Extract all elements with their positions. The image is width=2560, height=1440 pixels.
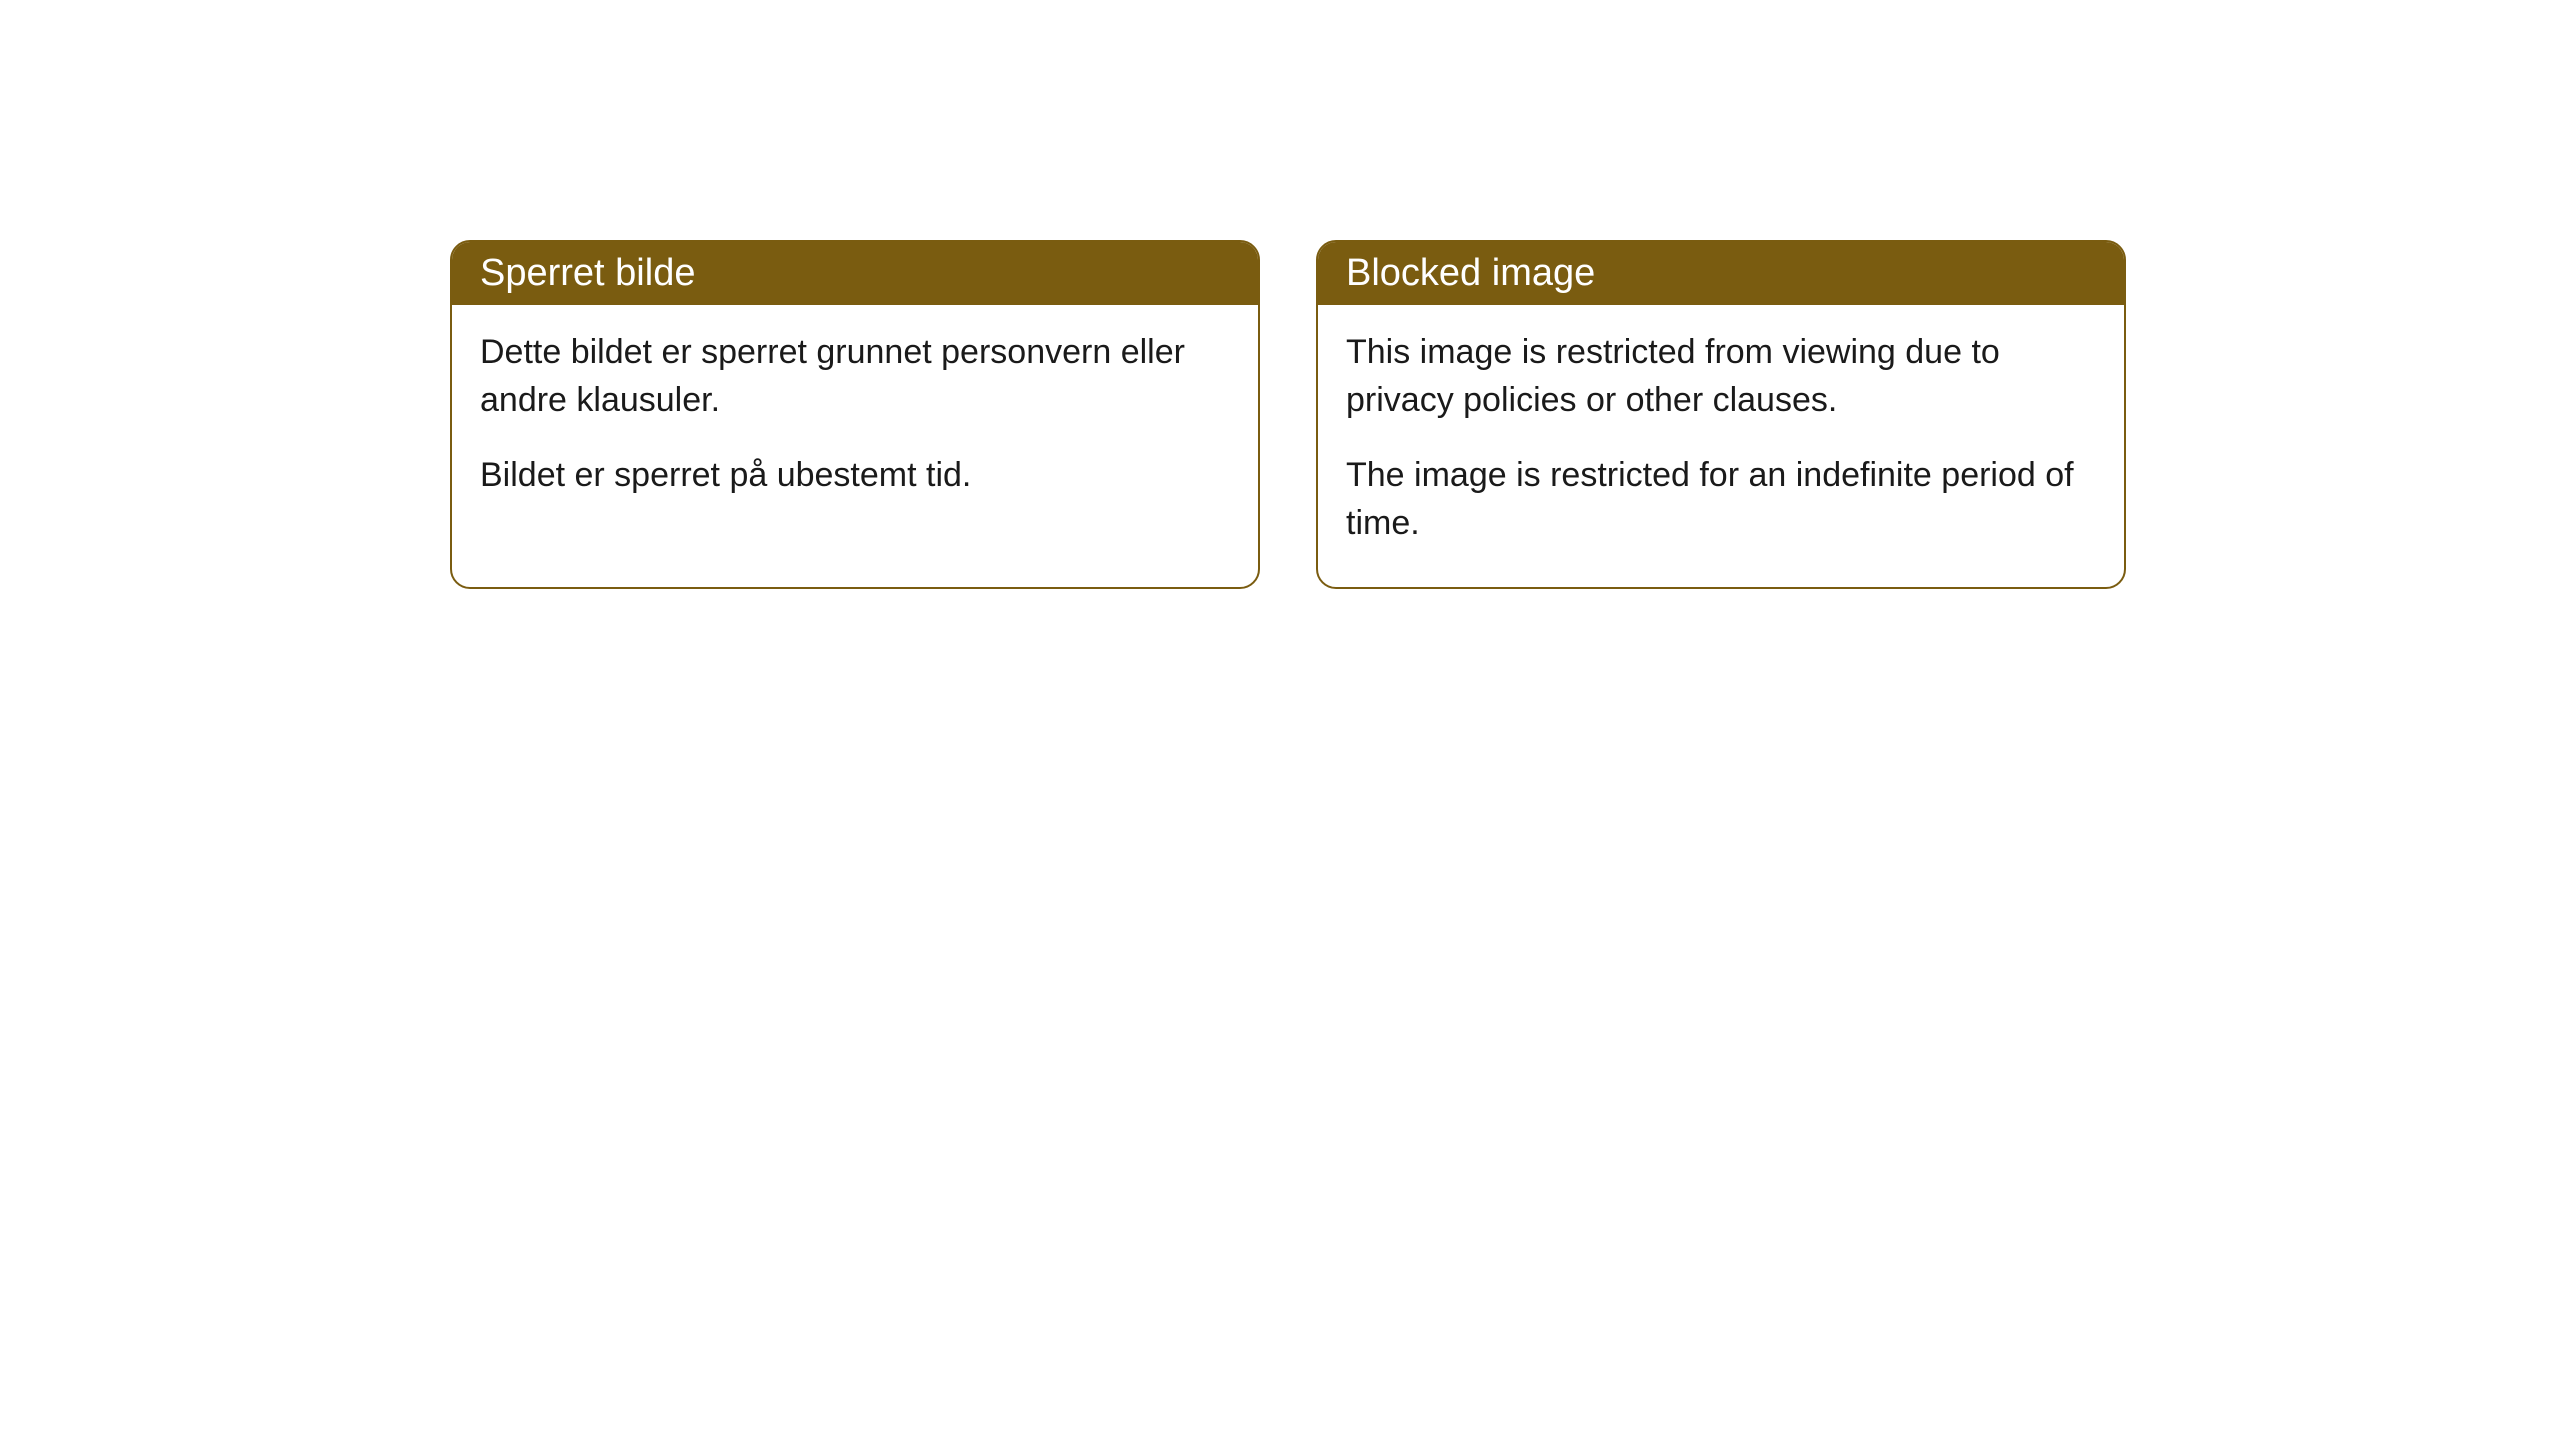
card-body-english: This image is restricted from viewing du… <box>1318 305 2124 587</box>
card-paragraph-1-norwegian: Dette bildet er sperret grunnet personve… <box>480 329 1230 424</box>
card-paragraph-2-norwegian: Bildet er sperret på ubestemt tid. <box>480 452 1230 500</box>
notice-cards-container: Sperret bilde Dette bildet er sperret gr… <box>0 0 2560 589</box>
card-body-norwegian: Dette bildet er sperret grunnet personve… <box>452 305 1258 540</box>
card-paragraph-1-english: This image is restricted from viewing du… <box>1346 329 2096 424</box>
blocked-image-card-english: Blocked image This image is restricted f… <box>1316 240 2126 589</box>
card-header-norwegian: Sperret bilde <box>452 242 1258 305</box>
card-paragraph-2-english: The image is restricted for an indefinit… <box>1346 452 2096 547</box>
blocked-image-card-norwegian: Sperret bilde Dette bildet er sperret gr… <box>450 240 1260 589</box>
card-header-english: Blocked image <box>1318 242 2124 305</box>
